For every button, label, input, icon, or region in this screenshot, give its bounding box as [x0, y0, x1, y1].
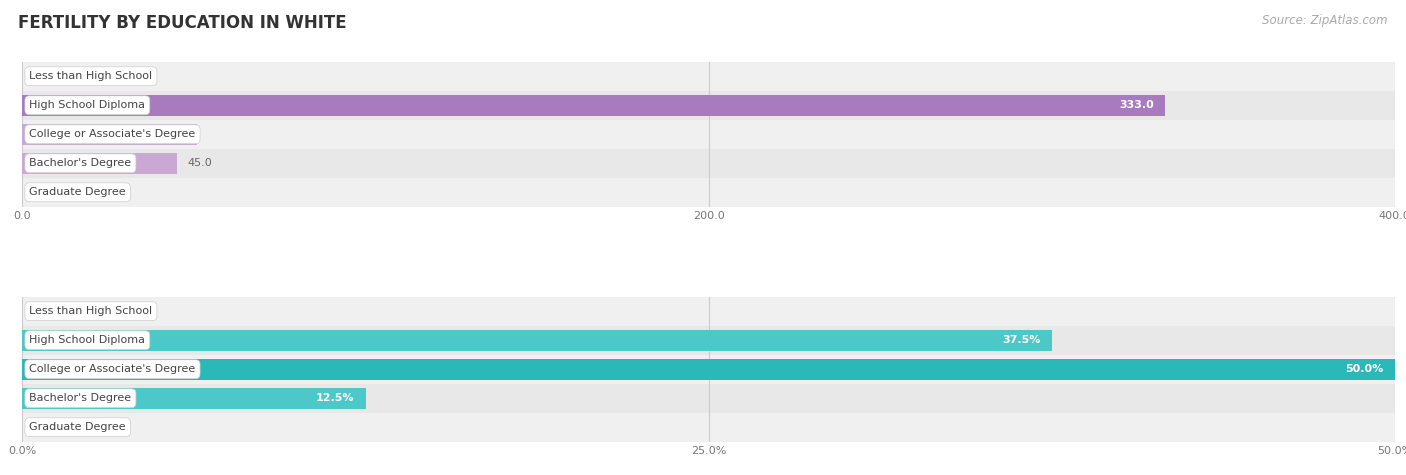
Text: 37.5%: 37.5% [1002, 335, 1040, 345]
Text: Source: ZipAtlas.com: Source: ZipAtlas.com [1263, 14, 1388, 27]
Text: College or Associate's Degree: College or Associate's Degree [30, 129, 195, 139]
Bar [22, 359, 1395, 380]
Text: High School Diploma: High School Diploma [30, 335, 145, 345]
Text: 45.0: 45.0 [188, 158, 212, 168]
Bar [22, 297, 1395, 326]
Text: High School Diploma: High School Diploma [30, 100, 145, 110]
Bar [22, 153, 177, 174]
Text: Less than High School: Less than High School [30, 306, 152, 316]
Text: 333.0: 333.0 [1119, 100, 1154, 110]
Bar [22, 120, 1395, 149]
Text: 0.0%: 0.0% [34, 422, 62, 432]
Text: Bachelor's Degree: Bachelor's Degree [30, 393, 132, 403]
Bar [22, 62, 1395, 91]
Text: 0.0: 0.0 [34, 187, 51, 197]
Bar [22, 124, 197, 145]
Bar [22, 91, 1395, 120]
Text: 0.0%: 0.0% [34, 306, 62, 316]
Text: 50.0%: 50.0% [1346, 364, 1384, 374]
Text: Graduate Degree: Graduate Degree [30, 422, 127, 432]
Text: College or Associate's Degree: College or Associate's Degree [30, 364, 195, 374]
Bar [22, 178, 1395, 207]
Text: 51.0: 51.0 [159, 129, 187, 139]
Bar [22, 326, 1395, 355]
Text: Bachelor's Degree: Bachelor's Degree [30, 158, 132, 168]
Text: 12.5%: 12.5% [316, 393, 354, 403]
Text: Graduate Degree: Graduate Degree [30, 187, 127, 197]
Bar [22, 384, 1395, 413]
Text: Less than High School: Less than High School [30, 71, 152, 81]
Bar [22, 330, 1052, 351]
Bar [22, 413, 1395, 442]
Text: FERTILITY BY EDUCATION IN WHITE: FERTILITY BY EDUCATION IN WHITE [18, 14, 347, 32]
Text: 0.0: 0.0 [34, 71, 51, 81]
Bar [22, 355, 1395, 384]
Bar [22, 95, 1166, 116]
Bar [22, 388, 366, 408]
Bar [22, 149, 1395, 178]
